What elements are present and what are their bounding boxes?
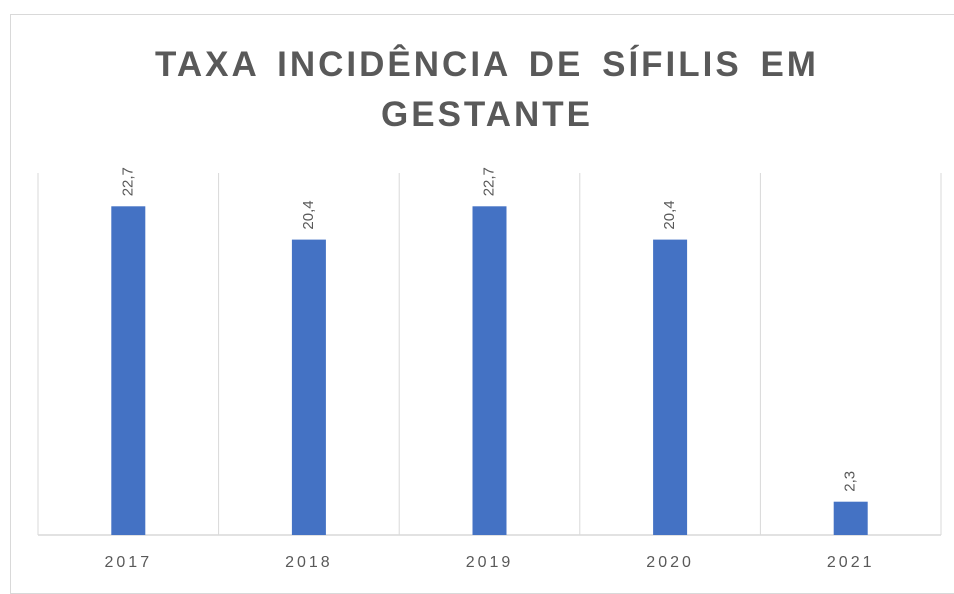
bar [653, 239, 688, 535]
bar [472, 206, 507, 535]
x-tick-label: 2017 [105, 554, 153, 571]
data-label: 22,7 [480, 167, 497, 196]
bar [111, 206, 146, 535]
x-tick-label: 2019 [466, 554, 514, 571]
x-tick-label: 2021 [827, 554, 875, 571]
x-tick-label: 2018 [285, 554, 333, 571]
data-label: 2,3 [842, 471, 859, 492]
bar [833, 501, 868, 535]
data-label: 20,4 [661, 200, 678, 229]
data-label: 20,4 [300, 200, 317, 229]
chart-title: TAXA INCIDÊNCIA DE SÍFILIS EM GESTANTE [155, 45, 819, 134]
x-tick-label: 2020 [646, 554, 694, 571]
bar [291, 239, 326, 535]
data-label: 22,7 [119, 167, 136, 196]
